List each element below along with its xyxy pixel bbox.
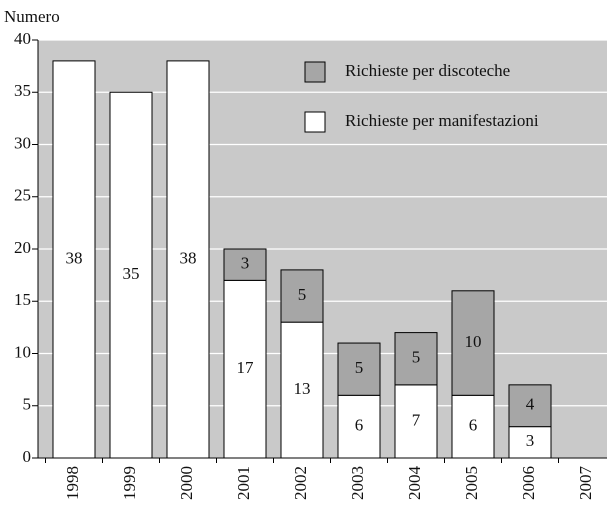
x-tick-label: 2003	[348, 466, 367, 500]
legend-label: Richieste per discoteche	[345, 61, 510, 80]
y-tick-label: 0	[23, 447, 32, 466]
x-tick-label: 2004	[405, 466, 424, 501]
legend-label: Richieste per manifestazioni	[345, 111, 539, 130]
y-tick-label: 15	[14, 290, 31, 309]
bar-segment	[280, 321, 324, 459]
data-label: 3	[526, 431, 535, 450]
legend-swatch	[304, 61, 326, 83]
bar-segment	[451, 394, 495, 459]
y-tick-label: 10	[14, 342, 31, 361]
data-label: 5	[412, 348, 421, 367]
data-label: 6	[469, 416, 478, 435]
bar-segment	[280, 269, 324, 323]
y-tick-label: 40	[14, 29, 31, 48]
bar-segment	[52, 60, 96, 459]
data-label: 7	[412, 410, 421, 429]
data-label: 3	[241, 254, 250, 273]
bar-segment	[109, 91, 153, 459]
x-tick-label: 2001	[234, 466, 253, 500]
x-tick-label: 2000	[177, 466, 196, 500]
data-label: 17	[237, 358, 255, 377]
y-tick-label: 30	[14, 133, 31, 152]
bar-segment	[394, 332, 438, 386]
bar-segment	[394, 384, 438, 459]
x-tick-label: 2005	[462, 466, 481, 500]
x-tick-label: 2007	[576, 466, 595, 501]
x-tick-label: 1998	[63, 466, 82, 500]
bar-segment	[166, 60, 210, 459]
data-label: 4	[526, 395, 535, 414]
data-label: 10	[465, 332, 482, 351]
bar-segment	[508, 384, 552, 428]
y-tick-label: 20	[14, 238, 31, 257]
data-label: 6	[355, 416, 364, 435]
data-label: 35	[123, 264, 140, 283]
x-tick-label: 1999	[120, 466, 139, 500]
y-axis-label: Numero	[4, 7, 60, 26]
bar-segment	[451, 290, 495, 396]
x-tick-label: 2002	[291, 466, 310, 500]
bar-segment	[337, 342, 381, 396]
data-label: 13	[294, 379, 311, 398]
bar-segment	[337, 394, 381, 459]
data-label: 5	[298, 285, 307, 304]
bar-segment	[223, 248, 267, 281]
y-tick-label: 35	[14, 81, 31, 100]
legend-swatch	[304, 111, 326, 133]
data-label: 38	[180, 248, 197, 267]
bar-segment	[508, 426, 552, 459]
x-tick-label: 2006	[519, 466, 538, 500]
y-tick-label: 5	[23, 395, 32, 414]
bar-segment	[223, 279, 267, 459]
y-tick-label: 25	[14, 186, 31, 205]
data-label: 38	[66, 248, 83, 267]
data-label: 5	[355, 358, 364, 377]
